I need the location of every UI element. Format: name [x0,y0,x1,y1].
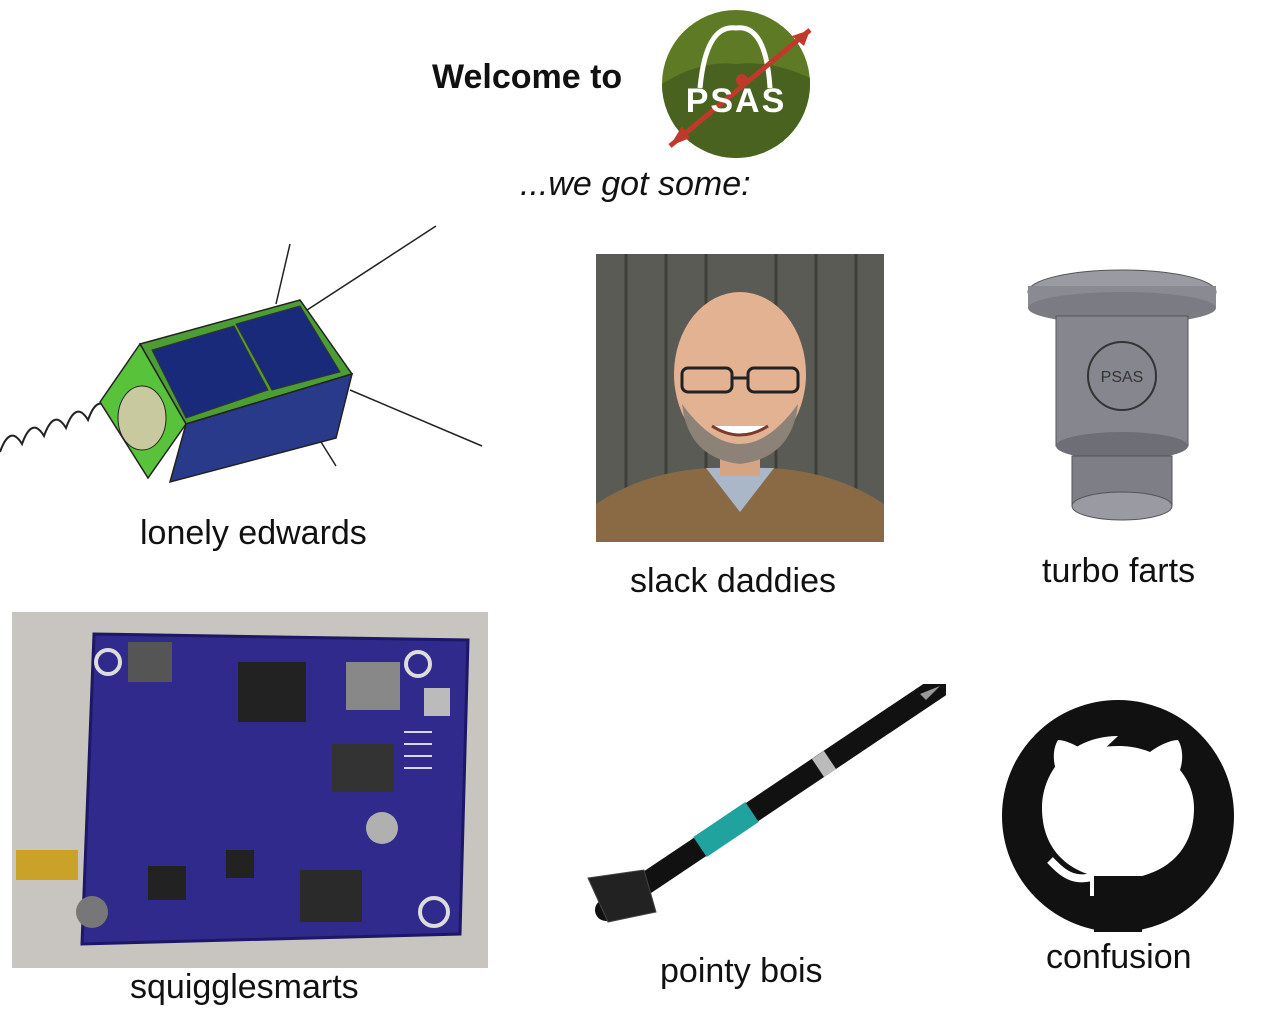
caption-confusion: confusion [1046,938,1192,976]
circuit-board-icon [12,612,488,968]
github-icon [1002,700,1234,932]
rocket-icon [582,684,946,926]
welcome-heading: Welcome to [432,58,623,96]
logo-text: PSAS [686,82,787,120]
psas-logo: PSAS [660,8,812,160]
tagline: ...we got some: [520,165,751,203]
rocket-engine-icon: PSAS [1026,266,1218,528]
caption-pointy-bois: pointy bois [660,952,823,990]
caption-turbo-farts: turbo farts [1042,552,1196,590]
caption-squigglesmarts: squigglesmarts [130,968,359,1006]
person-photo [596,254,884,542]
caption-lonely-edwards: lonely edwards [140,514,367,552]
caption-slack-daddies: slack daddies [630,562,837,600]
engine-logo-text: PSAS [1101,369,1144,386]
cubesat-icon [0,222,490,484]
